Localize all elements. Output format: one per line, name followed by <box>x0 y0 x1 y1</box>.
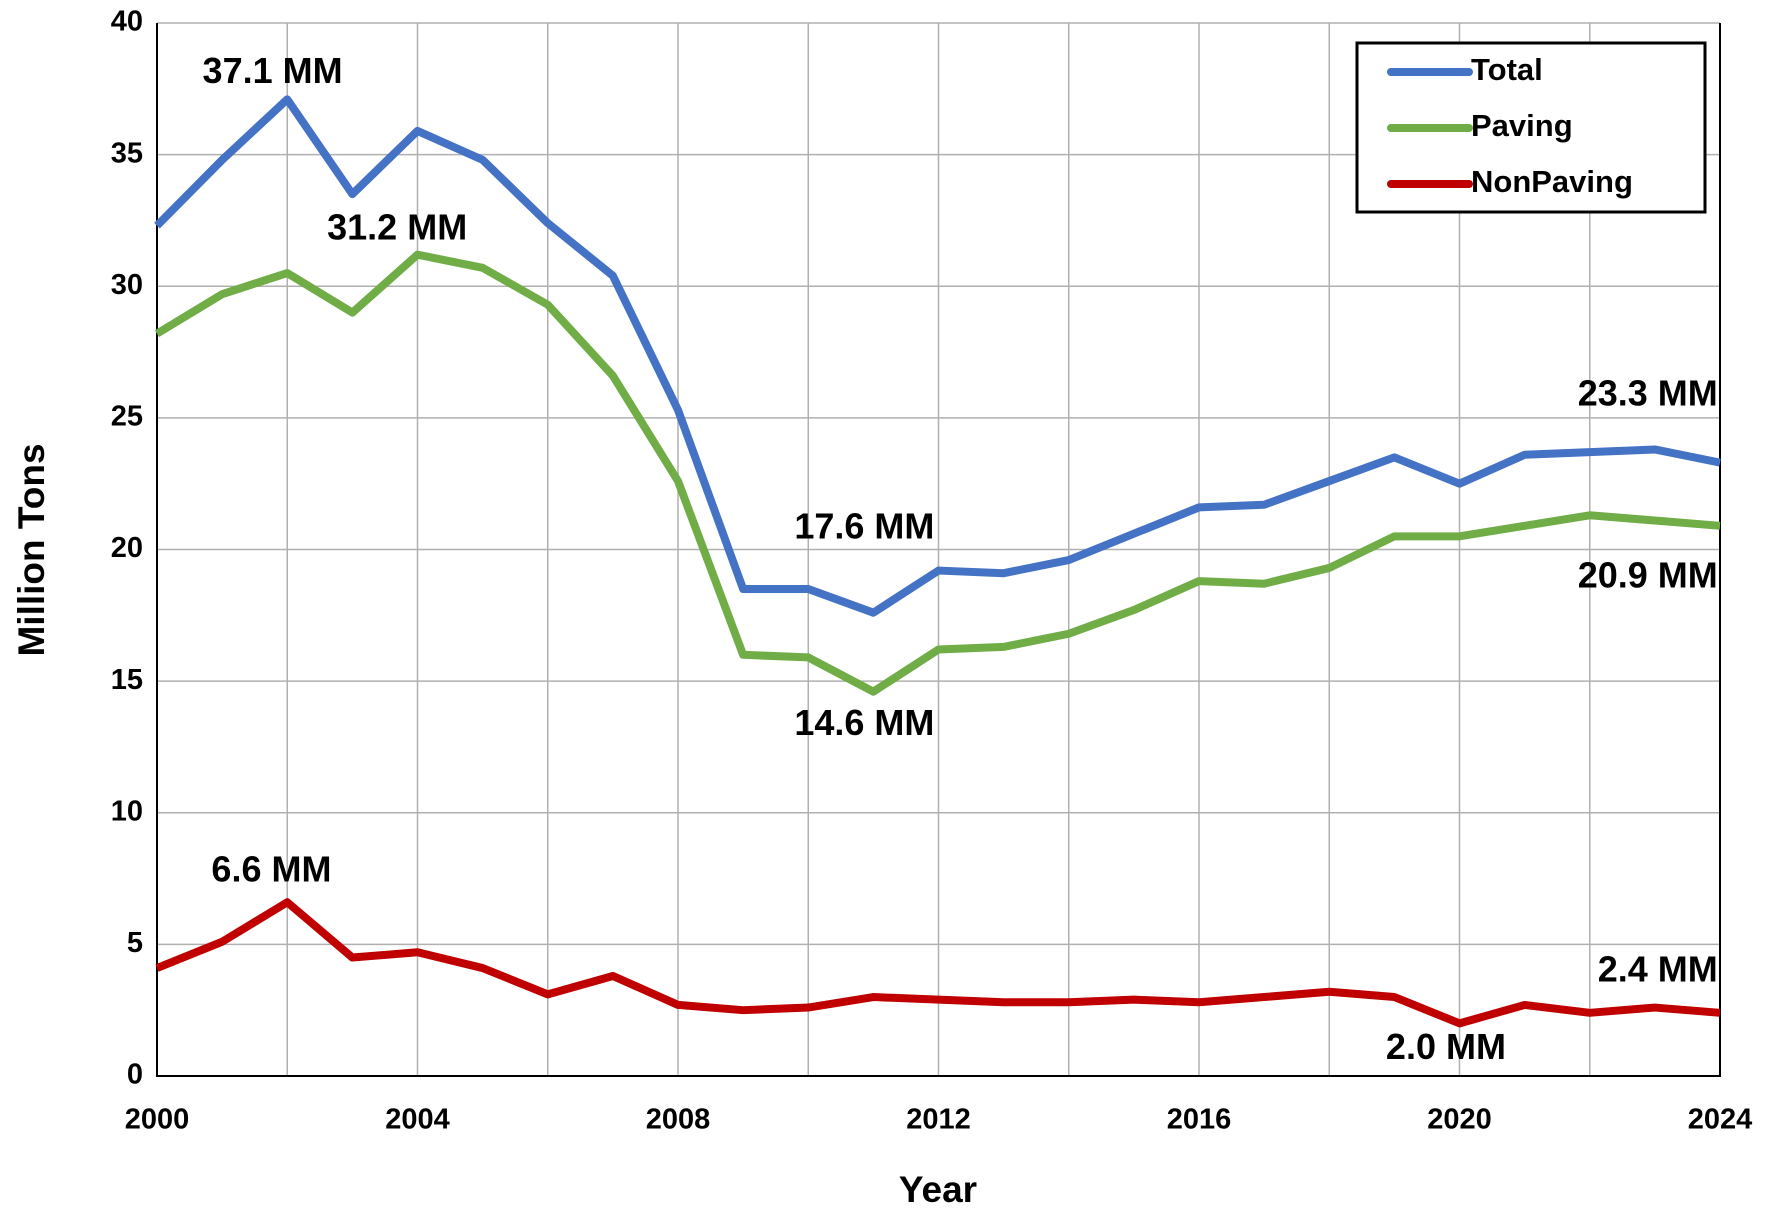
legend-label: NonPaving <box>1471 164 1633 199</box>
y-tick-label: 25 <box>111 401 143 433</box>
x-tick-label: 2016 <box>1167 1104 1232 1136</box>
series-line <box>155 898 1721 1028</box>
data-label: 31.2 MM <box>327 206 467 247</box>
data-label: 20.9 MM <box>1578 554 1718 595</box>
x-tick-label: 2000 <box>125 1104 190 1136</box>
data-label: 2.4 MM <box>1598 949 1718 990</box>
y-axis-title: Million Tons <box>11 443 52 656</box>
series-line <box>154 250 1721 696</box>
y-tick-label: 0 <box>127 1059 143 1091</box>
x-tick-label: 2020 <box>1427 1104 1492 1136</box>
y-tick-label: 15 <box>111 664 143 696</box>
y-tick-label: 30 <box>111 269 143 301</box>
x-axis-title: Year <box>899 1169 977 1210</box>
y-tick-label: 40 <box>111 6 143 38</box>
x-tick-label: 2024 <box>1688 1104 1753 1136</box>
x-tick-label: 2004 <box>385 1104 450 1136</box>
y-tick-label: 5 <box>127 927 143 959</box>
legend-label: Paving <box>1471 108 1573 143</box>
data-label: 23.3 MM <box>1578 373 1718 414</box>
y-tick-label: 10 <box>111 795 143 827</box>
legend-label: Total <box>1471 52 1543 87</box>
data-label: 14.6 MM <box>794 702 934 743</box>
x-tick-label: 2012 <box>906 1104 971 1136</box>
data-label: 2.0 MM <box>1386 1026 1506 1067</box>
axes <box>156 23 1721 1077</box>
x-tick-label: 2008 <box>646 1104 711 1136</box>
data-label: 17.6 MM <box>794 506 934 547</box>
y-tick-label: 35 <box>111 137 143 169</box>
y-tick-label: 20 <box>111 532 143 564</box>
data-label: 6.6 MM <box>211 848 331 889</box>
data-label: 37.1 MM <box>203 50 343 91</box>
legend: Total Paving NonPaving <box>1355 41 1707 214</box>
series-line <box>154 95 1721 617</box>
